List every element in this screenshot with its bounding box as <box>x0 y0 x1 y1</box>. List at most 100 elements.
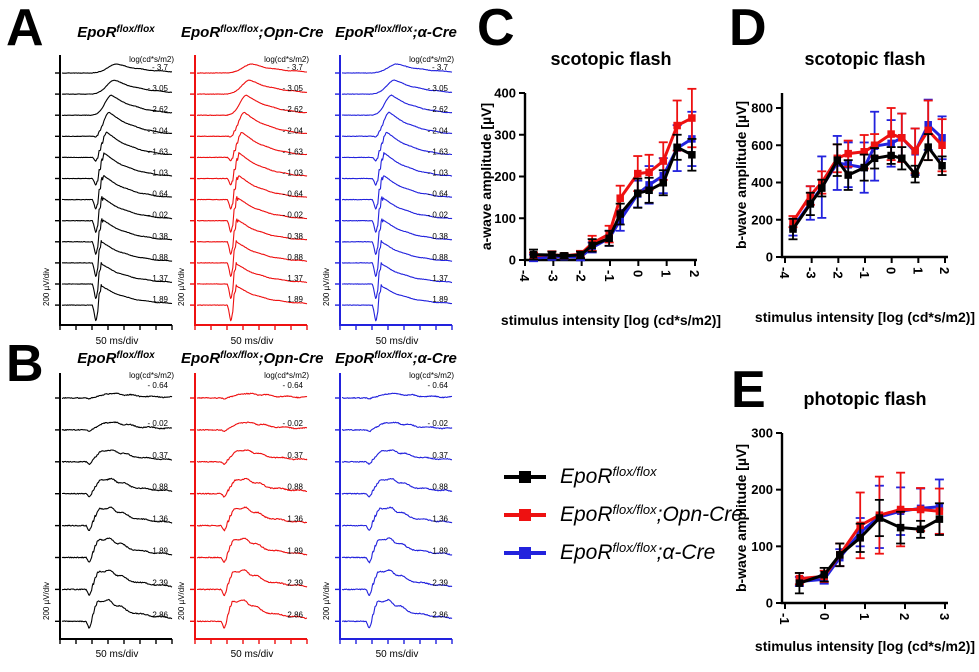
panel-label-b: B <box>6 335 44 393</box>
data-marker <box>935 515 944 523</box>
intensity-label: 1.36 <box>287 515 303 524</box>
data-marker <box>856 534 864 542</box>
erg-trace <box>341 537 453 564</box>
data-marker <box>896 505 905 514</box>
panel-label-a: A <box>6 0 44 57</box>
time-scale-label: 50 ms/div <box>231 649 274 660</box>
legend-label: EpoRflox/flox;α-Cre <box>560 540 715 565</box>
intensity-label: - 3.7 <box>152 63 169 72</box>
data-marker <box>789 225 797 233</box>
erg-trace <box>61 262 172 300</box>
chart-e-svg: photopic flash b-wave amplitude [µV] stimu… <box>733 389 975 654</box>
data-marker <box>870 141 879 149</box>
data-marker <box>844 171 852 179</box>
y-tick-label: 800 <box>751 101 773 116</box>
genotype-title: EpoRflox/flox;α-Cre <box>335 24 457 41</box>
data-marker <box>820 570 828 579</box>
erg-trace <box>196 506 307 532</box>
data-marker <box>529 250 538 259</box>
x-tick-label: -2 <box>574 270 589 282</box>
legend-item: EpoRflox/flox;Opn-Cre <box>502 496 743 534</box>
erg-trace <box>196 175 308 210</box>
intensity-label: - 0.64 <box>283 190 304 199</box>
data-marker <box>860 163 868 172</box>
erg-trace <box>196 449 308 465</box>
legend-label-sup: flox/flox <box>612 502 657 517</box>
panel-a-column-1-svg: log(cd*s/m2) 50 ms/div 200 µV/div - 3.7 - 3.… <box>42 55 174 347</box>
erg-trace <box>61 175 173 210</box>
data-marker <box>916 525 925 534</box>
intensity-label: 2.39 <box>152 578 168 587</box>
panel-label-c: C <box>477 0 515 57</box>
data-marker <box>688 114 696 122</box>
intensity-label: - 1.03 <box>283 169 304 178</box>
x-tick-label: 0 <box>630 270 645 277</box>
data-marker <box>634 189 642 197</box>
voltage-scale-label: 200 µV/div <box>42 582 51 620</box>
erg-trace <box>341 569 453 596</box>
legend-square <box>519 509 531 521</box>
erg-trace <box>341 218 452 255</box>
x-tick-label: 1 <box>659 270 674 277</box>
erg-trace <box>341 506 453 531</box>
trace-axis <box>194 373 307 640</box>
erg-trace <box>341 262 453 300</box>
erg-trace <box>341 449 452 465</box>
erg-trace <box>61 537 173 563</box>
intensity-label: 1.89 <box>287 295 303 304</box>
legend-marker <box>504 509 546 521</box>
genotype-title: EpoRflox/flox;Opn-Cre <box>181 350 324 367</box>
data-marker <box>659 179 668 187</box>
legend-marker <box>504 547 546 559</box>
y-tick-label: 300 <box>494 127 516 142</box>
intensity-label: - 3.05 <box>428 84 449 93</box>
erg-trace <box>197 196 308 233</box>
erg-trace <box>61 284 173 322</box>
data-marker <box>833 156 842 164</box>
y-axis-label: b-wave amplitude [µV] <box>733 101 749 249</box>
x-tick-label: -2 <box>830 267 845 279</box>
intensity-label: 1.89 <box>432 547 448 556</box>
chart-scotopic-a-wave: scotopic flash a-wave amplitude [µV] stimu… <box>478 42 724 342</box>
erg-trace <box>196 218 308 255</box>
trace-axis <box>339 373 452 640</box>
intensity-label: - 2.62 <box>283 105 304 114</box>
legend-square <box>519 547 531 559</box>
data-marker <box>605 234 613 243</box>
erg-trace <box>196 152 308 186</box>
erg-trace <box>61 111 173 138</box>
erg-trace <box>196 569 308 597</box>
data-marker <box>673 143 681 152</box>
data-marker <box>645 186 653 195</box>
intensity-label: - 0.64 <box>148 381 169 390</box>
intensity-label: - 0.02 <box>283 211 304 220</box>
erg-trace <box>341 239 453 277</box>
intensity-label: 0.38 <box>432 232 448 241</box>
intensity-label: 0.37 <box>152 451 168 460</box>
data-marker <box>688 151 696 159</box>
legend-label-sup: flox/flox <box>612 464 657 479</box>
x-tick-label: -1 <box>777 613 792 625</box>
time-scale-label: 50 ms/div <box>231 336 274 347</box>
data-marker <box>887 130 895 138</box>
legend-item: EpoRflox/flox <box>502 458 743 496</box>
x-axis-label: stimulus intensity [log (cd*s/m2)] <box>755 309 975 325</box>
erg-trace <box>341 94 453 116</box>
panel-a-column-3-svg: log(cd*s/m2) 50 ms/div 200 µV/div - 3.7 - 3.… <box>322 55 454 347</box>
intensity-label: 2.86 <box>152 610 168 619</box>
intensity-label: 0.88 <box>432 483 448 492</box>
time-scale-label: 50 ms/div <box>96 649 139 660</box>
intensity-label: 0.88 <box>287 253 303 262</box>
erg-trace <box>341 79 453 95</box>
y-axis-label: a-wave amplitude [µV] <box>478 103 494 250</box>
trace-axis <box>59 373 172 640</box>
x-axis-label: stimulus intensity [log (cd*s/m2)] <box>755 638 975 654</box>
erg-trace <box>196 392 308 400</box>
erg-trace <box>61 506 173 532</box>
x-tick-label: -4 <box>517 270 532 282</box>
intensity-label: - 0.02 <box>148 211 169 220</box>
x-tick-label: 1 <box>857 613 872 620</box>
log-unit-header: log(cd*s/m2) <box>409 371 454 380</box>
data-marker <box>924 126 932 135</box>
genotype-title: EpoRflox/flox;Opn-Cre <box>181 24 324 41</box>
